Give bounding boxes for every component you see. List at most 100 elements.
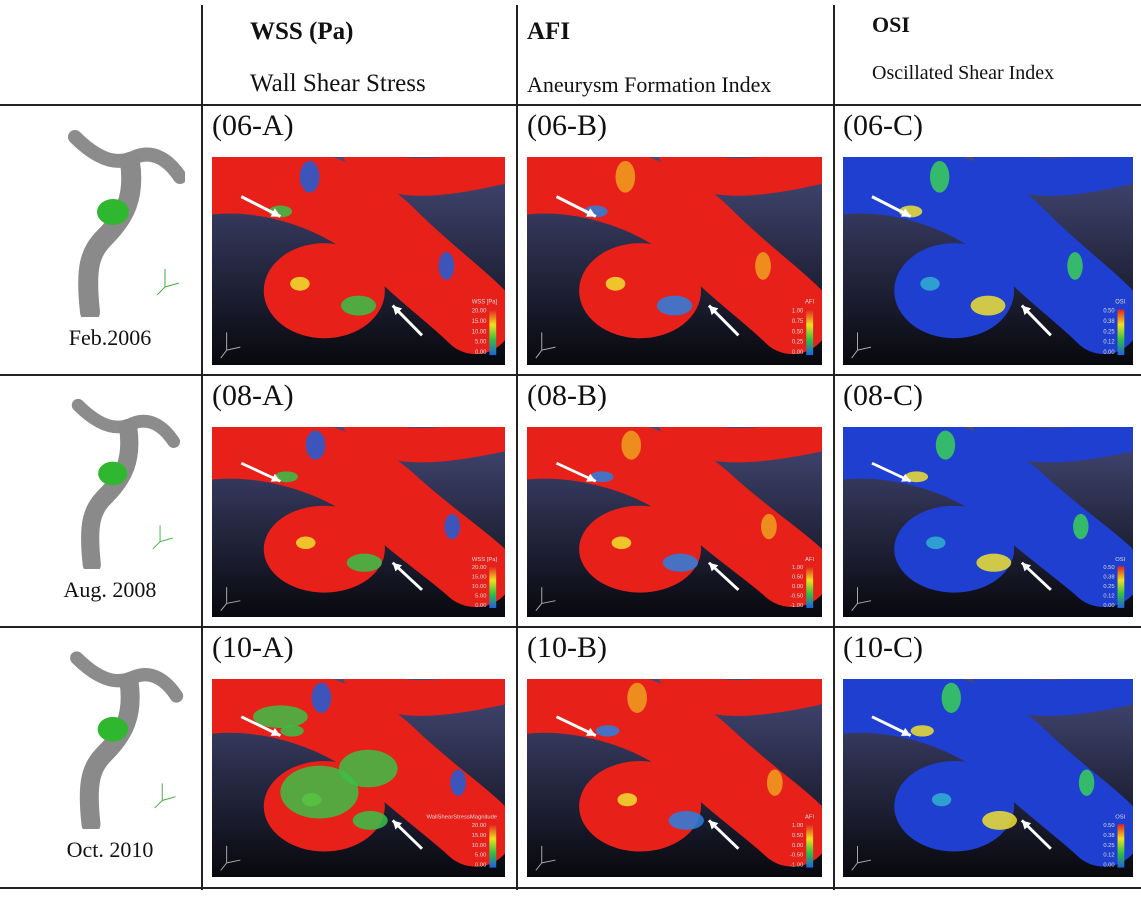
colorbar-label: 0.38 bbox=[1103, 319, 1114, 325]
colorbar-label: 1.00 bbox=[792, 565, 803, 571]
panel-label: (10-B) bbox=[527, 631, 607, 664]
column-title: OSI bbox=[872, 12, 910, 37]
aneurysm bbox=[97, 199, 129, 225]
flow-spot bbox=[617, 793, 638, 807]
axis-icon bbox=[851, 587, 872, 611]
legend-title: AFI bbox=[805, 815, 815, 821]
simulation-image: WSS [Pa] 20.00 15.00 10.00 5.00 0.00 bbox=[212, 427, 505, 617]
panel-label: (10-C) bbox=[843, 631, 923, 664]
axis-icon bbox=[851, 332, 872, 359]
legend-title: AFI bbox=[805, 300, 815, 306]
colorbar-label: 0.75 bbox=[792, 319, 804, 325]
arrow-head bbox=[1021, 820, 1032, 830]
flow-spot bbox=[338, 749, 398, 788]
flow-spot bbox=[627, 682, 647, 713]
arrow-head bbox=[901, 473, 911, 482]
vessel bbox=[658, 157, 822, 196]
flow-spot bbox=[450, 769, 466, 796]
flow-spot bbox=[280, 765, 359, 819]
flow-spot bbox=[662, 553, 699, 572]
colorbar-label: 0.50 bbox=[1103, 308, 1115, 314]
axis-icon bbox=[535, 332, 556, 359]
flow-spot bbox=[311, 682, 332, 713]
vessel bbox=[81, 418, 139, 569]
flow-spot bbox=[621, 430, 642, 460]
colorbar-label: 0.25 bbox=[1103, 329, 1115, 335]
colorbar-label: 0.25 bbox=[792, 340, 804, 346]
colorbar-label: 0.50 bbox=[1103, 565, 1114, 571]
colorbar-label: 0.00 bbox=[792, 350, 804, 356]
legend-title: WSS [Pa] bbox=[472, 300, 498, 306]
panel-label: (08-B) bbox=[527, 379, 607, 412]
colorbar bbox=[1117, 566, 1125, 608]
vessel bbox=[972, 427, 1133, 463]
flow-spot bbox=[931, 793, 952, 807]
colorbar-label: 0.00 bbox=[475, 350, 487, 356]
vessel bbox=[527, 157, 822, 355]
colorbar-label: 15.00 bbox=[472, 575, 487, 581]
colorbar-label: 0.00 bbox=[475, 603, 486, 609]
vessel-overview bbox=[70, 651, 184, 829]
vessel bbox=[972, 679, 1133, 716]
colorbar-label: 0.12 bbox=[1103, 594, 1114, 600]
colorbar-label: 0.50 bbox=[792, 575, 803, 581]
colorbar-label: 20.00 bbox=[472, 565, 487, 571]
flow-spot bbox=[290, 276, 310, 291]
vessel bbox=[658, 679, 822, 716]
colorbar-label: 0.00 bbox=[1103, 350, 1115, 356]
arrow-head bbox=[392, 562, 403, 572]
flow-spot bbox=[668, 811, 704, 830]
row-date: Feb.2006 bbox=[68, 325, 152, 350]
colorbar-label: 5.00 bbox=[475, 853, 486, 859]
colorbar-label: 0.00 bbox=[475, 863, 486, 869]
axis-icon bbox=[851, 845, 872, 871]
vessel bbox=[527, 679, 822, 867]
column-title: WSS (Pa) bbox=[250, 18, 354, 45]
flow-spot bbox=[920, 276, 940, 291]
flow-spot bbox=[611, 536, 632, 550]
aneurysm bbox=[579, 505, 702, 593]
aneurysm bbox=[579, 761, 702, 852]
vessel-overview bbox=[68, 130, 185, 317]
colorbar-label: 0.25 bbox=[1103, 584, 1114, 590]
colorbar-label: 10.00 bbox=[472, 843, 487, 849]
colorbar-label: 0.00 bbox=[792, 843, 803, 849]
flow-spot bbox=[274, 471, 298, 483]
axis-icon bbox=[220, 587, 241, 611]
vessel bbox=[342, 427, 505, 463]
divider bbox=[516, 5, 518, 890]
arrow-head bbox=[586, 208, 596, 217]
legend-title: AFI bbox=[805, 557, 815, 563]
colorbar-label: 10.00 bbox=[472, 329, 487, 335]
vessel bbox=[79, 672, 140, 829]
panel-label: (06-A) bbox=[212, 109, 294, 142]
flow-spot bbox=[935, 430, 956, 460]
flow-spot bbox=[926, 536, 946, 550]
colorbar-label: 0.00 bbox=[1103, 863, 1114, 869]
divider bbox=[0, 104, 1141, 106]
arrow-head bbox=[270, 208, 281, 217]
aneurysm bbox=[263, 243, 385, 339]
divider bbox=[0, 626, 1141, 628]
flow-spot bbox=[346, 553, 382, 572]
panel-label: (08-A) bbox=[212, 379, 294, 412]
flow-spot bbox=[444, 513, 461, 540]
column-subtitle: Oscillated Shear Index bbox=[872, 62, 1055, 84]
colorbar bbox=[489, 824, 497, 868]
aneurysm bbox=[894, 243, 1015, 339]
flow-spot bbox=[305, 430, 326, 460]
flow-spot bbox=[352, 811, 388, 830]
arrow-head bbox=[901, 208, 911, 217]
vessel bbox=[78, 152, 142, 317]
aneurysm bbox=[579, 243, 702, 339]
vessel bbox=[972, 157, 1133, 196]
arrow-head bbox=[586, 473, 596, 482]
colorbar-label: -0.50 bbox=[790, 594, 803, 600]
flow-spot bbox=[595, 725, 620, 737]
arrow-head bbox=[1021, 305, 1032, 316]
aneurysm bbox=[98, 461, 128, 486]
colorbar-label: 0.25 bbox=[1103, 843, 1114, 849]
column-title: AFI bbox=[527, 18, 571, 45]
